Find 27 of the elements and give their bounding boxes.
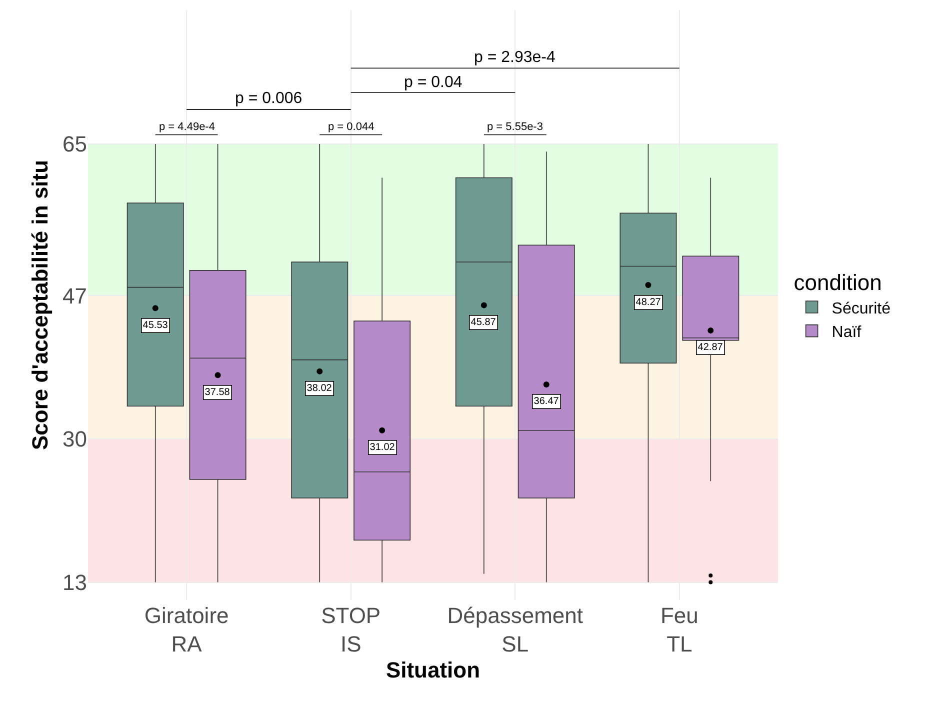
- y-tick-label: 30: [62, 426, 87, 452]
- text: 48.27: [636, 296, 661, 308]
- text: 38.02: [306, 382, 332, 394]
- legend-label: Naïf: [832, 324, 862, 342]
- text: 45.53: [142, 320, 168, 331]
- annotation: p = 0.04: [404, 74, 462, 91]
- y-tick-label: 47: [62, 283, 87, 308]
- annotation: p = 2.93e-4: [474, 49, 556, 66]
- x-tick-label: STOP IS: [321, 603, 381, 657]
- text: 37.58: [204, 386, 230, 398]
- y-tick-label: 13: [62, 570, 87, 595]
- x-tick-label: Feu TL: [660, 603, 698, 657]
- text: 42.87: [698, 342, 723, 353]
- text: 36.47: [534, 396, 559, 407]
- legend-title: condition: [794, 270, 882, 296]
- y-axis-title: Score d'acceptabilité in situ: [27, 160, 52, 450]
- annotation: p = 0.006: [235, 90, 302, 107]
- annotation: p = 5.55e-3: [487, 121, 543, 133]
- text: 45.87: [470, 316, 496, 328]
- x-tick-label: Dépassement SL: [447, 603, 584, 657]
- legend-label: Sécurité: [832, 300, 891, 318]
- x-axis-title: Situation: [386, 658, 480, 682]
- y-tick-label: 65: [62, 132, 87, 157]
- x-tick-label: Giratoire RA: [144, 603, 229, 657]
- text: 31.02: [370, 442, 395, 453]
- annotation: p = 4.49e-4: [159, 121, 215, 133]
- annotation: p = 0.044: [328, 121, 374, 133]
